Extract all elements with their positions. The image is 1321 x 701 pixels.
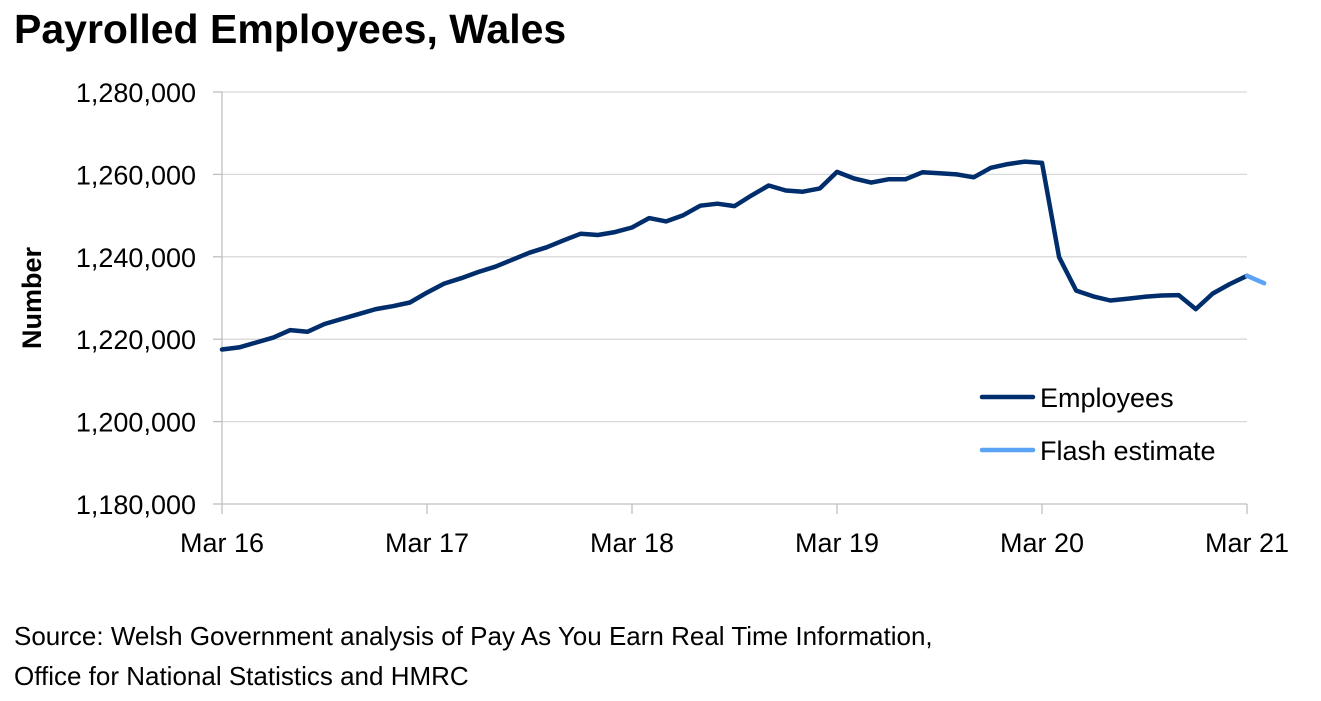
series-lines xyxy=(219,159,1267,352)
x-tick-label: Mar 21 xyxy=(1205,528,1289,558)
y-axis-title: Number xyxy=(17,247,47,350)
line-chart: 1,180,000 1,200,000 1,220,000 1,240,000 1,26… xyxy=(17,78,1289,558)
source-note-line-1: Source: Welsh Government analysis of Pay… xyxy=(14,621,933,651)
y-tick-label: 1,260,000 xyxy=(76,160,196,190)
x-tick-label: Mar 20 xyxy=(1000,528,1084,558)
axes: 1,180,000 1,200,000 1,220,000 1,240,000 1,26… xyxy=(17,78,1289,558)
x-tick-label: Mar 16 xyxy=(180,528,264,558)
y-tick-label: 1,180,000 xyxy=(76,490,196,520)
source-note-line-2: Office for National Statistics and HMRC xyxy=(14,661,469,691)
legend: Employees Flash estimate xyxy=(979,383,1216,466)
series-line-flash-estimate xyxy=(1244,273,1267,286)
x-tick-label: Mar 18 xyxy=(590,528,674,558)
y-tick-label: 1,240,000 xyxy=(76,243,196,273)
x-tick-label: Mar 17 xyxy=(385,528,469,558)
legend-label: Flash estimate xyxy=(1040,436,1216,466)
y-tick-label: 1,220,000 xyxy=(76,325,196,355)
y-tick-label: 1,200,000 xyxy=(76,408,196,438)
gridlines xyxy=(222,91,1247,423)
y-tick-label: 1,280,000 xyxy=(76,78,196,108)
x-tick-label: Mar 19 xyxy=(795,528,879,558)
chart-title: Payrolled Employees, Wales xyxy=(14,6,567,52)
legend-label: Employees xyxy=(1040,383,1174,413)
series-line-employees xyxy=(219,159,1250,352)
